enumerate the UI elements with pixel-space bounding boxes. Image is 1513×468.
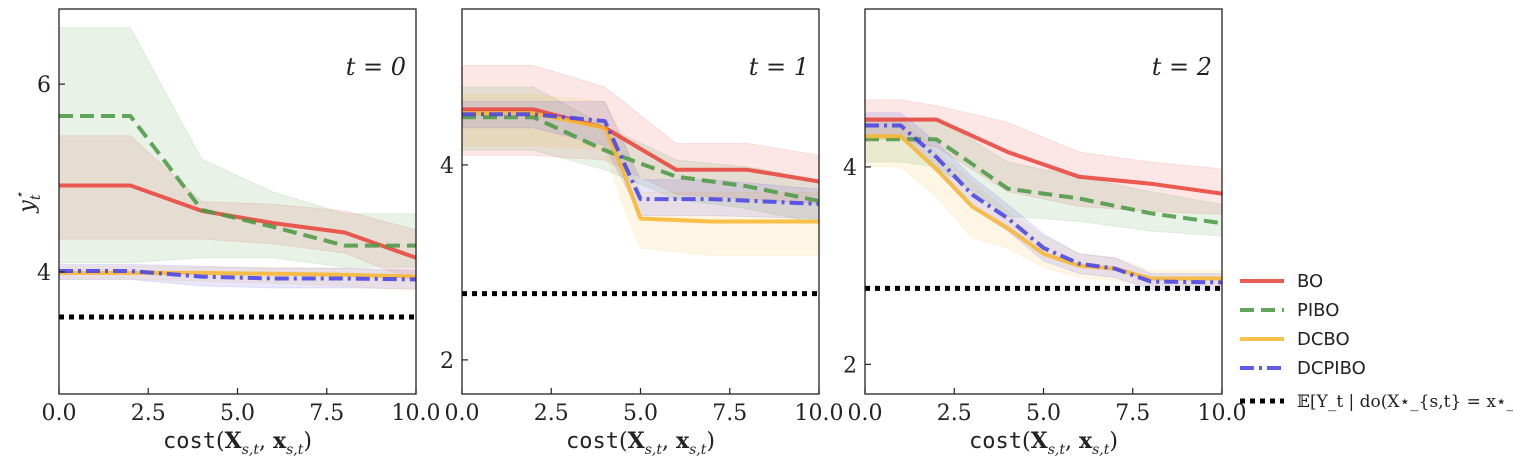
legend-label-4: 𝔼[Y_t | do(X⋆_{s,t} = x⋆_{s,t})] (1297, 392, 1513, 412)
x-tick-label-0-4: 10.0 (392, 401, 441, 426)
legend-item-0: BO (1240, 271, 1323, 292)
y-tick-label-0-1: 6 (37, 73, 51, 98)
x-tick-label-2-0: 0.0 (848, 401, 883, 426)
y-tick-label-2-0: 2 (843, 353, 857, 378)
x-tick-label-2-2: 5.0 (1026, 401, 1061, 426)
line-bo-1 (462, 107, 819, 184)
legend-label-1: PIBO (1297, 300, 1339, 321)
legend-item-1: PIBO (1240, 300, 1339, 321)
panel-2: 0.0 2.5 5.0 7.5 10.0 2 4 t = 2 cost(Xs,t, xs,t) (843, 8, 1247, 458)
legend-label-0: BO (1297, 271, 1323, 292)
x-tick-label-2-3: 7.5 (1115, 401, 1150, 426)
y-tick-label-1-0: 2 (440, 349, 454, 374)
x-axis-title-1: cost(Xs,t, xs,t) (566, 428, 715, 458)
line-dcbo-1 (462, 111, 819, 224)
line-dcpibo-2 (865, 123, 1222, 285)
y-axis-title: yt⋆ (13, 191, 44, 213)
y-tick-label-1-1: 4 (440, 154, 454, 179)
legend-item-2: DCBO (1240, 329, 1350, 350)
x-tick-label-1-3: 7.5 (712, 401, 747, 426)
x-axis-title-2: cost(Xs,t, xs,t) (969, 428, 1118, 458)
legend-label-2: DCBO (1297, 329, 1350, 350)
band-bo-0 (59, 135, 416, 282)
panel-0: 0.0 2.5 5.0 7.5 10.0 4 6 t = 0 cost(Xs,t, xs,t) (37, 8, 441, 458)
y-tick-label-2-1: 4 (843, 156, 857, 181)
x-tick-label-2-1: 2.5 (937, 401, 972, 426)
line-bo-0 (59, 183, 416, 260)
x-tick-label-1-4: 10.0 (795, 401, 844, 426)
band-dcpibo-1 (462, 101, 819, 220)
band-dcbo-1 (462, 94, 819, 257)
x-tick-label-0-3: 7.5 (309, 401, 344, 426)
y-tick-label-0-0: 4 (37, 261, 51, 286)
x-tick-label-1-1: 2.5 (534, 401, 569, 426)
panel-label-2: t = 2 (1152, 53, 1212, 81)
legend-item-4: 𝔼[Y_t | do(X⋆_{s,t} = x⋆_{s,t})] (1240, 392, 1513, 412)
line-bo-2 (865, 117, 1222, 196)
panel-label-1: t = 1 (749, 53, 809, 81)
panel-label-0: t = 0 (346, 53, 406, 81)
x-tick-label-0-0: 0.0 (42, 401, 77, 426)
x-axis-title-0: cost(Xs,t, xs,t) (163, 428, 312, 458)
line-pibo-2 (865, 137, 1222, 226)
x-tick-label-1-2: 5.0 (623, 401, 658, 426)
x-tick-label-1-0: 0.0 (445, 401, 480, 426)
legend-label-3: DCPIBO (1297, 358, 1366, 379)
line-pibo-0 (59, 114, 416, 248)
line-dcpibo-1 (462, 112, 819, 206)
x-tick-label-2-4: 10.0 (1198, 401, 1247, 426)
panel-1: 0.0 2.5 5.0 7.5 10.0 2 4 t = 1 cost(Xs,t, xs,t) (440, 8, 844, 458)
band-pibo-0 (59, 27, 416, 268)
x-tick-label-0-1: 2.5 (131, 401, 166, 426)
x-tick-label-0-2: 5.0 (220, 401, 255, 426)
legend: BO PIBO DCBO DCPIBO 𝔼[Y_t | do(X⋆_{s,t} = x⋆… (1240, 271, 1513, 412)
legend-item-3: DCPIBO (1240, 358, 1366, 379)
line-dcpibo-0 (59, 269, 416, 282)
